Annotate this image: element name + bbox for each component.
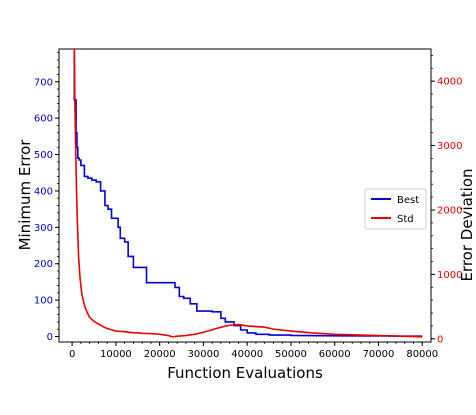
left-tick-label: 0: [47, 332, 53, 343]
bottom-tick-label: 50000: [275, 349, 307, 360]
bottom-tick-label: 60000: [319, 349, 351, 360]
legend-label-best: Best: [397, 195, 419, 206]
left-tick-label: 600: [34, 114, 53, 125]
left-tick-label: 500: [34, 150, 53, 161]
bottom-tick-label: 40000: [231, 349, 263, 360]
bottom-axis: 0 10000 20000 30000 40000 50000 60000 70000 8000…: [69, 342, 438, 360]
left-axis-title: Minimum Error: [16, 139, 34, 251]
bottom-tick-label: 20000: [144, 349, 176, 360]
left-axis: 0 100 200 300 400 500 600 700: [34, 52, 59, 343]
left-tick-label: 200: [34, 259, 53, 270]
right-axis-title: Error Deviation: [458, 168, 476, 281]
right-tick-label: 2000: [437, 205, 462, 216]
bottom-tick-label: 80000: [406, 349, 438, 360]
left-tick-label: 700: [34, 77, 53, 88]
legend: Best Std: [364, 188, 427, 230]
right-tick-label: 3000: [437, 141, 462, 152]
bottom-tick-label: 30000: [188, 349, 220, 360]
series-line-std: [73, 49, 423, 338]
left-tick-label: 100: [34, 296, 53, 307]
series-layer: [73, 49, 423, 338]
bottom-tick-label: 70000: [363, 349, 395, 360]
right-tick-label: 1000: [437, 270, 462, 281]
series-line-best: [73, 49, 423, 337]
bottom-tick-label: 10000: [100, 349, 132, 360]
bottom-tick-label: 0: [69, 349, 75, 360]
plot-area: [58, 48, 432, 343]
left-tick-label: 400: [34, 186, 53, 197]
plot-frame: [58, 48, 432, 343]
legend-label-std: Std: [397, 214, 414, 225]
x-axis-title: Function Evaluations: [167, 364, 323, 382]
left-tick-label: 300: [34, 223, 53, 234]
right-axis: 0 1000 2000 3000 4000: [431, 55, 462, 345]
right-tick-label: 0: [437, 334, 443, 345]
right-tick-label: 4000: [437, 77, 462, 88]
